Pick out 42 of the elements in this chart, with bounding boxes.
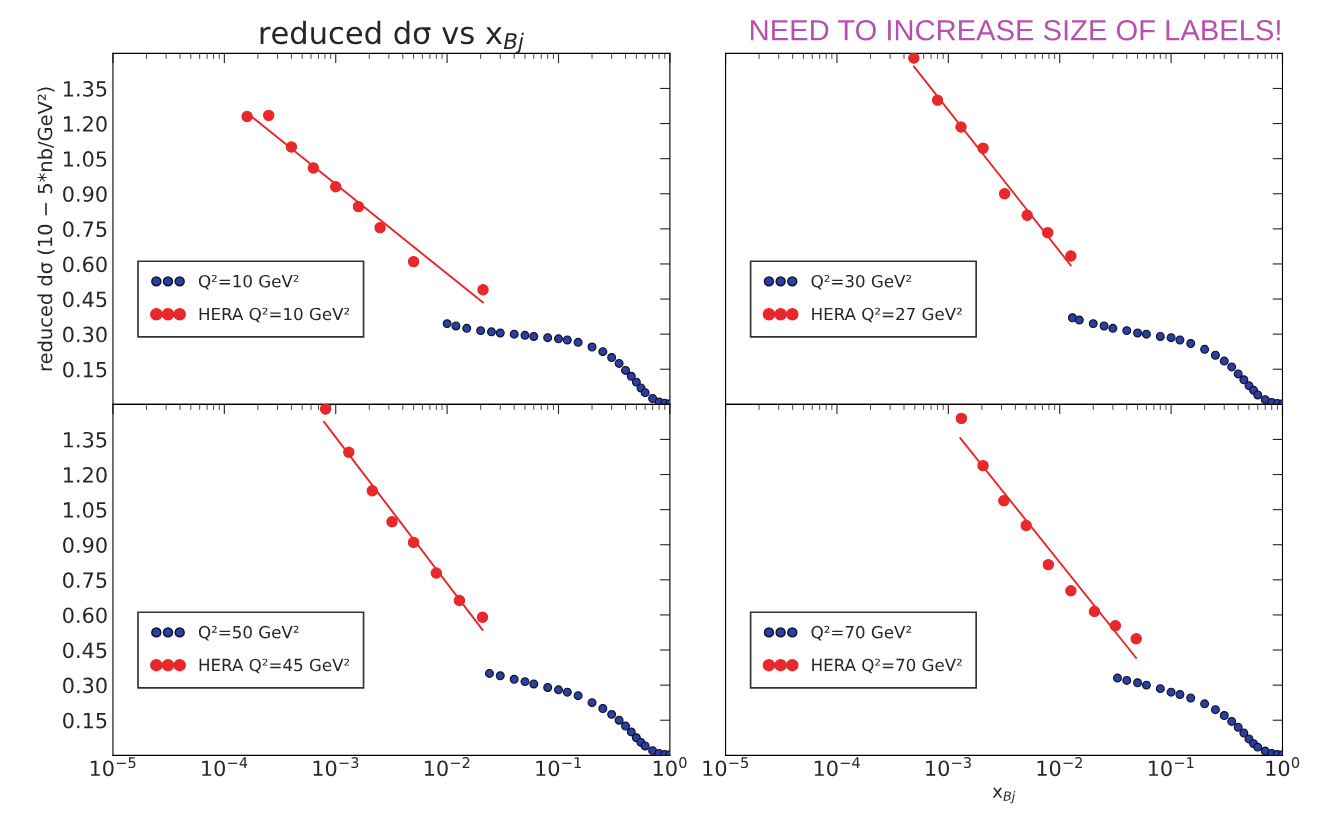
legend-label: Q²=30 GeV² — [811, 274, 912, 290]
y-tick-label: 1.35 — [64, 80, 107, 97]
y-tick-label: 0.90 — [63, 537, 107, 553]
y-tick-label: 0.45 — [63, 291, 107, 308]
x-tick-label: 10$^{−1}$ — [536, 757, 581, 777]
y-tick-label: 1.20 — [64, 466, 107, 483]
chart-title: reduced dσ vs x$_{Bj}$ — [260, 20, 524, 54]
x-tick-label: 10$^{−2}$ — [1037, 757, 1082, 777]
y-tick-label: 1.05 — [64, 151, 107, 167]
legend-label: HERA Q²=10 GeV² — [199, 307, 350, 323]
y-axis-title: reduced dσ (10 − 5*nb/GeV²) — [37, 87, 55, 371]
y-tick-label: 0.60 — [63, 256, 107, 273]
y-tick-label: 1.20 — [64, 116, 107, 132]
legend-label: HERA Q²=45 GeV² — [199, 658, 350, 674]
x-tick-label: 10$^{−5}$ — [90, 757, 136, 777]
y-tick-label: 0.15 — [63, 361, 107, 378]
y-tick-label: 1.35 — [64, 431, 107, 448]
legend-label: Q²=70 GeV² — [811, 625, 912, 641]
x-tick-label: 10$^{−2}$ — [424, 757, 470, 777]
y-tick-label: 0.30 — [63, 677, 107, 694]
x-tick-label: 10$^{0}$ — [1266, 757, 1300, 777]
legend-label: Q²=10 GeV² — [198, 274, 299, 290]
x-tick-label: 10$^{−4}$ — [202, 757, 248, 777]
x-axis-title: x$_{Bj}$ — [992, 787, 1016, 804]
x-tick-label: 10$^{−3}$ — [313, 757, 359, 777]
legend-label: HERA Q²=27 GeV² — [812, 307, 962, 323]
x-tick-label: 10$^{−5}$ — [703, 757, 749, 777]
x-tick-label: 10$^{−4}$ — [814, 757, 860, 777]
y-tick-label: 0.75 — [63, 572, 107, 589]
y-tick-label: 0.75 — [63, 221, 107, 238]
y-tick-label: 0.30 — [63, 326, 107, 343]
y-tick-label: 1.05 — [64, 502, 107, 518]
text: NEED TO INCREASE SIZE OF LABELS! — [751, 19, 1280, 41]
y-tick-label: 0.15 — [63, 712, 107, 729]
legend-label: Q²=50 GeV² — [198, 625, 299, 641]
y-tick-label: 0.60 — [63, 607, 107, 624]
x-tick-label: 10$^{−3}$ — [926, 757, 971, 777]
y-tick-label: 0.45 — [63, 642, 107, 659]
y-tick-label: 0.90 — [63, 186, 107, 202]
x-tick-label: 10$^{0}$ — [653, 757, 687, 777]
x-tick-label: 10$^{−1}$ — [1148, 757, 1194, 777]
legend-label: HERA Q²=70 GeV² — [812, 658, 962, 674]
